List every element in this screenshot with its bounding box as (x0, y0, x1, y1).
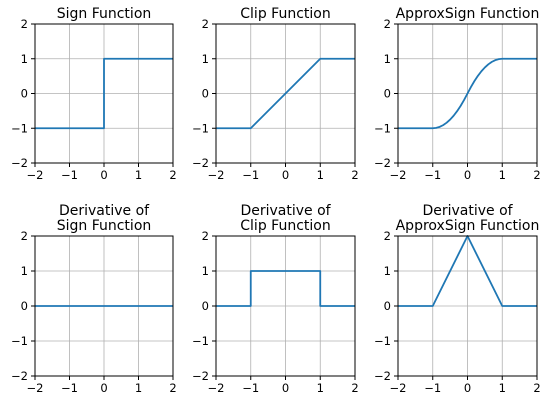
x-tick-label: −2 (27, 168, 44, 182)
y-tick-label: −1 (192, 121, 209, 135)
y-tick-label: −2 (11, 369, 28, 383)
chart-title: Derivative of (422, 203, 513, 219)
y-tick-label: −2 (374, 156, 391, 170)
y-tick-label: 0 (202, 87, 209, 101)
y-tick-label: 0 (384, 299, 391, 313)
chart-title: Derivative of (59, 203, 150, 219)
y-tick-label: 0 (21, 87, 28, 101)
x-tick-label: 2 (351, 381, 358, 395)
chart-title: Sign Function (57, 218, 152, 234)
x-tick-label: 1 (499, 168, 506, 182)
y-tick-label: −2 (11, 156, 28, 170)
chart-panel-1: −2 −1 0 1 2 −2 −1 0 1 2 Sign Function (11, 6, 177, 182)
chart-panel-3: −2 −1 0 1 2 −2 −1 0 1 2 ApproxSign Function (374, 6, 541, 182)
x-tick-label: 1 (135, 381, 142, 395)
x-tick-label: 2 (533, 381, 540, 395)
y-tick-label: −1 (11, 121, 28, 135)
y-tick-label: −1 (374, 334, 391, 348)
x-tick-label: −2 (390, 168, 407, 182)
y-tick-label: 1 (21, 264, 28, 278)
chart-title: Derivative of (240, 203, 331, 219)
x-tick-label: −1 (424, 381, 441, 395)
y-tick-label: 2 (384, 229, 391, 243)
x-tick-label: −1 (242, 381, 259, 395)
x-tick-label: 2 (351, 168, 358, 182)
y-tick-label: 2 (384, 17, 391, 31)
y-tick-label: 2 (202, 17, 209, 31)
y-tick-label: −2 (374, 369, 391, 383)
series-line (216, 270, 355, 307)
x-tick-label: 0 (464, 381, 471, 395)
x-tick-label: 1 (317, 168, 324, 182)
x-tick-label: 0 (282, 168, 289, 182)
x-tick-label: 1 (317, 381, 324, 395)
y-tick-label: 2 (21, 229, 28, 243)
y-tick-label: 1 (202, 264, 209, 278)
x-tick-label: 2 (533, 168, 540, 182)
x-tick-label: 1 (135, 168, 142, 182)
y-tick-label: 0 (21, 299, 28, 313)
x-tick-label: 2 (169, 381, 176, 395)
y-tick-label: 2 (21, 17, 28, 31)
y-tick-label: −2 (192, 156, 209, 170)
y-tick-label: −1 (374, 121, 391, 135)
x-tick-label: −1 (61, 381, 78, 395)
y-tick-label: 1 (202, 52, 209, 66)
x-tick-label: 1 (499, 381, 506, 395)
x-tick-label: 0 (100, 381, 107, 395)
y-tick-label: 2 (202, 229, 209, 243)
chart-title: Clip Function (240, 218, 330, 234)
x-tick-label: −1 (424, 168, 441, 182)
x-tick-label: −2 (208, 168, 225, 182)
series-line (35, 57, 173, 130)
chart-panel-2: −2 −1 0 1 2 −2 −1 0 1 2 Clip Function (192, 6, 359, 182)
x-tick-label: −2 (390, 381, 407, 395)
y-tick-label: 1 (384, 264, 391, 278)
y-tick-label: 1 (384, 52, 391, 66)
x-tick-label: 0 (100, 168, 107, 182)
chart-title: Clip Function (240, 6, 330, 22)
x-tick-label: −2 (27, 381, 44, 395)
series-line (216, 57, 355, 130)
chart-title: Sign Function (57, 6, 152, 22)
x-tick-label: −1 (61, 168, 78, 182)
series-line (398, 57, 537, 130)
y-tick-label: 0 (384, 87, 391, 101)
chart-title: ApproxSign Function (396, 218, 540, 234)
x-tick-label: 2 (169, 168, 176, 182)
y-tick-label: −1 (192, 334, 209, 348)
y-tick-label: 1 (21, 52, 28, 66)
y-tick-label: −1 (11, 334, 28, 348)
x-tick-label: 0 (282, 381, 289, 395)
y-tick-label: −2 (192, 369, 209, 383)
x-tick-label: −2 (208, 381, 225, 395)
x-tick-label: −1 (242, 168, 259, 182)
y-tick-label: 0 (202, 299, 209, 313)
chart-title: ApproxSign Function (396, 6, 540, 22)
x-tick-label: 0 (464, 168, 471, 182)
